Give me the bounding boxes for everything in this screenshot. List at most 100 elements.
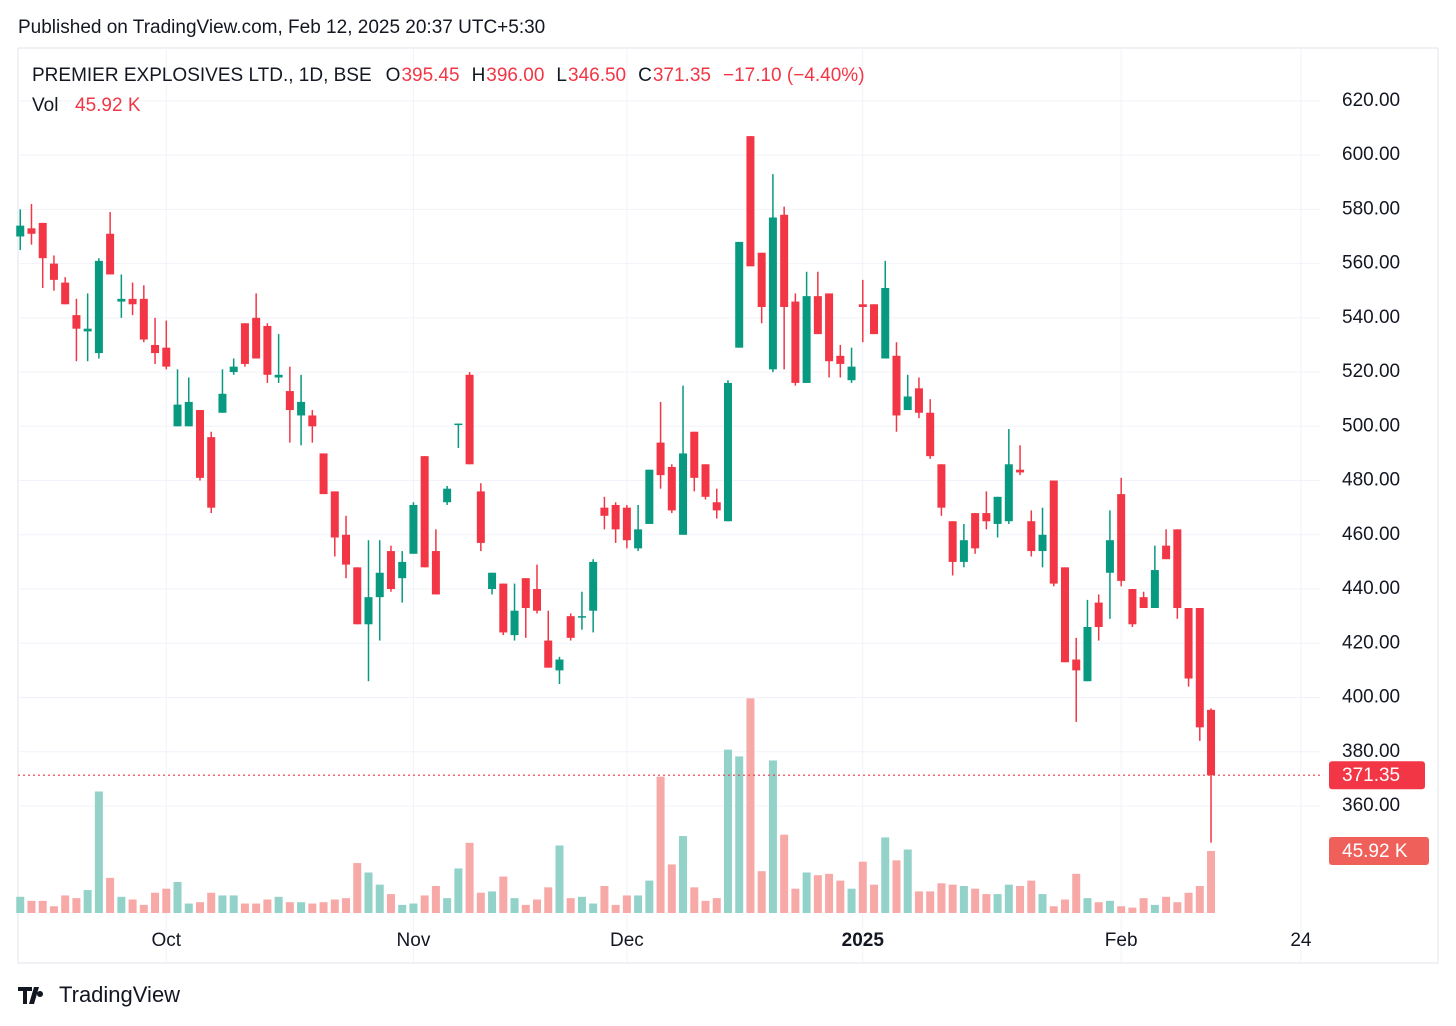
- volume-bar: [431, 886, 440, 913]
- volume-bar: [645, 880, 654, 913]
- candle-body: [847, 366, 856, 381]
- volume-bar: [83, 890, 92, 913]
- candle-body: [285, 391, 294, 411]
- volume-bar: [375, 884, 384, 913]
- price-change: −17.10 (−4.40%): [723, 65, 865, 86]
- volume-bar: [94, 791, 103, 913]
- candle-body: [128, 298, 137, 305]
- candle-body: [1128, 589, 1137, 625]
- y-tick-label: 400.00: [1342, 687, 1400, 708]
- x-tick-label: Dec: [610, 930, 644, 951]
- y-tick-label: 560.00: [1342, 253, 1400, 274]
- volume-bar: [285, 902, 294, 913]
- candle-body: [117, 298, 126, 302]
- volume-bar: [510, 898, 519, 913]
- candle-body: [1162, 545, 1171, 560]
- chart-frame: [17, 47, 1439, 964]
- volume-bar: [544, 887, 553, 913]
- candle-body: [1016, 469, 1025, 473]
- volume-bar: [443, 898, 452, 913]
- volume-bar: [16, 896, 25, 913]
- price-pane: [16, 136, 1216, 843]
- candle-body: [49, 263, 58, 280]
- volume-bar: [1139, 898, 1148, 913]
- candle-body: [510, 610, 519, 636]
- ohlc-key: L: [556, 65, 567, 86]
- volume-bar: [1004, 884, 1013, 913]
- y-tick-label: 620.00: [1342, 90, 1400, 111]
- candle-body: [768, 217, 777, 370]
- candle-body: [679, 453, 688, 535]
- candle-body: [746, 136, 755, 267]
- candle-body: [173, 404, 182, 427]
- y-tick-label: 360.00: [1342, 795, 1400, 816]
- candle-body: [476, 491, 485, 543]
- candle-body: [465, 374, 474, 465]
- grid: 620.00 600.00 580.00 560.00 540.00 520.00 500.…: [18, 48, 1400, 963]
- candle-body: [1195, 608, 1204, 728]
- candle-body: [533, 589, 542, 611]
- volume-bar: [195, 902, 204, 913]
- y-tick-label: 520.00: [1342, 361, 1400, 382]
- candle-body: [409, 504, 418, 554]
- candle-body: [993, 496, 1002, 524]
- ohlc-key: O: [386, 65, 401, 86]
- candle-body: [274, 374, 283, 378]
- candle-body: [319, 453, 328, 495]
- ohlc-value: 395.45: [401, 65, 459, 86]
- volume-bar: [1150, 904, 1159, 913]
- candle-body: [151, 344, 160, 354]
- y-tick-label: 460.00: [1342, 524, 1400, 545]
- candle-body: [1004, 464, 1013, 522]
- candle-body: [499, 583, 508, 633]
- volume-name: Vol: [32, 95, 58, 116]
- volume-bar: [454, 868, 463, 913]
- volume-bar: [409, 903, 418, 913]
- y-tick-label: 600.00: [1342, 144, 1400, 165]
- volume-bar: [858, 861, 867, 913]
- volume-bar: [398, 904, 407, 913]
- volume-bar: [207, 892, 216, 913]
- candle-body: [622, 507, 631, 541]
- candle-body: [94, 260, 103, 354]
- volume-bar: [690, 887, 699, 913]
- candle-body: [959, 540, 968, 562]
- candle-body: [903, 396, 912, 411]
- volume-bar: [499, 876, 508, 913]
- volume-bar: [622, 895, 631, 913]
- volume-bar: [1027, 880, 1036, 913]
- candle-body: [1072, 659, 1081, 671]
- legend: PREMIER EXPLOSIVES LTD., 1D, BSE Vol 45.…: [32, 65, 865, 116]
- published-note: Published on TradingView.com, Feb 12, 20…: [18, 17, 545, 38]
- candle-body: [723, 382, 732, 522]
- candle-body: [252, 317, 261, 359]
- candle-body: [881, 288, 890, 359]
- candle-body: [791, 301, 800, 383]
- candle-body: [971, 513, 980, 549]
- volume-bar: [386, 894, 395, 913]
- candle-body: [577, 616, 586, 618]
- y-tick-label: 380.00: [1342, 741, 1400, 762]
- volume-bar: [679, 836, 688, 913]
- volume-bar: [274, 896, 283, 913]
- y-tick-label: 420.00: [1342, 632, 1400, 653]
- candle-body: [1150, 570, 1159, 609]
- ohlc-value: 346.50: [568, 65, 626, 86]
- volume-bar: [240, 903, 249, 913]
- ohlc-key: C: [638, 65, 652, 86]
- candle-body: [162, 347, 171, 367]
- candle-body: [375, 572, 384, 598]
- volume-bar: [38, 900, 47, 913]
- candle-body: [16, 225, 25, 237]
- last-price-label: 371.35: [1342, 765, 1400, 786]
- volume-bar: [768, 760, 777, 913]
- candle-body: [926, 412, 935, 457]
- volume-bar: [1049, 906, 1058, 913]
- candle-body: [263, 325, 272, 375]
- volume-bar: [72, 898, 81, 913]
- x-tick-label: Feb: [1105, 930, 1138, 951]
- candle-body: [858, 304, 867, 307]
- candle-body: [139, 298, 148, 340]
- candle-body: [825, 293, 834, 362]
